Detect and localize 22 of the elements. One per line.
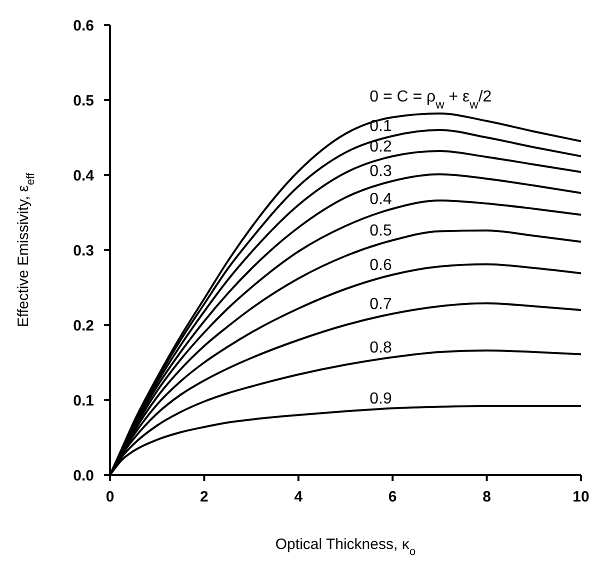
y-tick-label: 0.6 — [73, 17, 94, 34]
y-tick-label: 0.0 — [73, 467, 94, 484]
series-label: 0.7 — [370, 296, 392, 313]
x-tick-label: 4 — [294, 488, 304, 506]
x-tick-label: 8 — [482, 488, 491, 506]
series-label: 0.3 — [370, 163, 392, 180]
series-label: 0 = C = ρ$_{w}$ + ε$_{w}$/2 — [370, 88, 492, 112]
series-label: 0.4 — [370, 190, 392, 208]
x-axis-title: Optical Thickness, κ$_{o}$ — [275, 536, 416, 558]
series-label: 0.5 — [370, 222, 392, 240]
x-tick-label: 2 — [200, 488, 208, 506]
y-tick-label: 0.2 — [73, 317, 94, 334]
y-tick-label: 0.4 — [73, 167, 95, 184]
series-label: 0.8 — [370, 339, 392, 356]
x-tick-label: 10 — [572, 488, 590, 506]
y-tick-label: 0.1 — [73, 392, 94, 410]
y-tick-label: 0.3 — [73, 242, 94, 260]
series-label: 0.9 — [370, 390, 392, 408]
x-tick-label: 0 — [106, 488, 114, 506]
x-tick-label: 6 — [388, 488, 397, 506]
series-label: 0.6 — [370, 256, 392, 274]
y-tick-label: 0.5 — [73, 92, 94, 110]
